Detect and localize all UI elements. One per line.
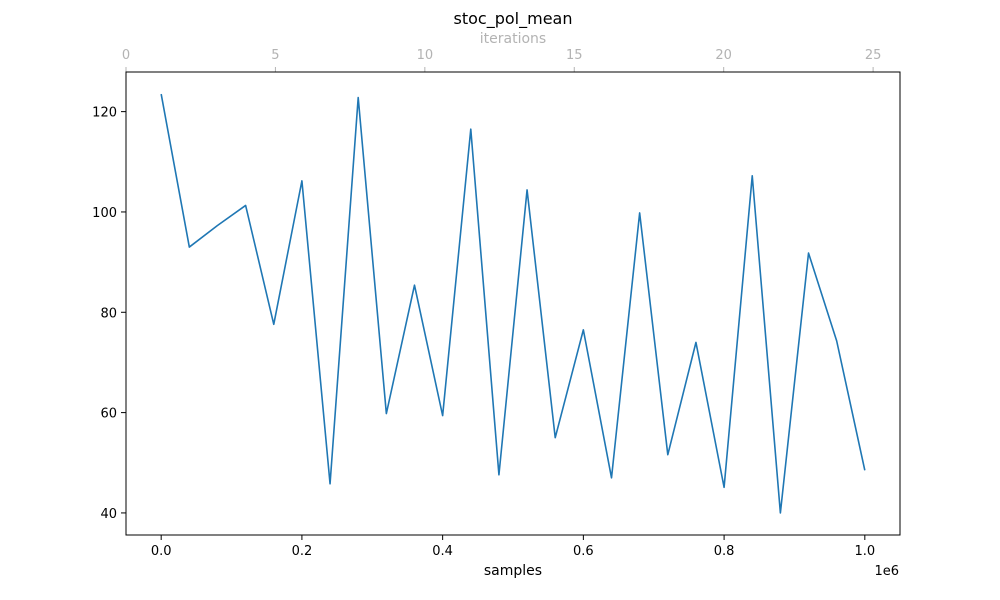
- x-tick-label: 0.6: [573, 544, 594, 559]
- x-offset-label: 1e6: [874, 564, 899, 579]
- x-axis-label: samples: [484, 563, 542, 579]
- x-tick-label: 1.0: [854, 544, 875, 559]
- top-axis-label: iterations: [480, 31, 546, 47]
- x-tick-label: 0.2: [292, 544, 313, 559]
- x-tick-label: 0.0: [151, 544, 172, 559]
- top-tick-label: 25: [865, 48, 882, 63]
- y-tick-label: 40: [100, 507, 117, 522]
- top-tick-label: 5: [271, 48, 279, 63]
- y-tick-label: 80: [100, 306, 117, 321]
- plot-frame: [125, 71, 901, 536]
- top-tick-label: 0: [122, 48, 130, 63]
- top-tick-label: 10: [417, 48, 434, 63]
- x-tick-label: 0.8: [714, 544, 735, 559]
- top-tick-label: 20: [715, 48, 732, 63]
- x-axis-ticks: 0.0 0.2 0.4 0.6 0.8 1.0: [151, 535, 875, 559]
- x-tick-label: 0.4: [432, 544, 453, 559]
- top-axis-ticks: 0 5 10 15 20 25: [122, 48, 882, 72]
- series-line: [160, 93, 866, 514]
- top-tick-label: 15: [566, 48, 583, 63]
- y-tick-label: 100: [92, 206, 117, 221]
- y-tick-label: 120: [92, 106, 117, 121]
- chart-title: stoc_pol_mean: [454, 9, 573, 29]
- y-tick-label: 60: [100, 407, 117, 422]
- y-axis-ticks: 40 60 80 100 120: [92, 106, 126, 522]
